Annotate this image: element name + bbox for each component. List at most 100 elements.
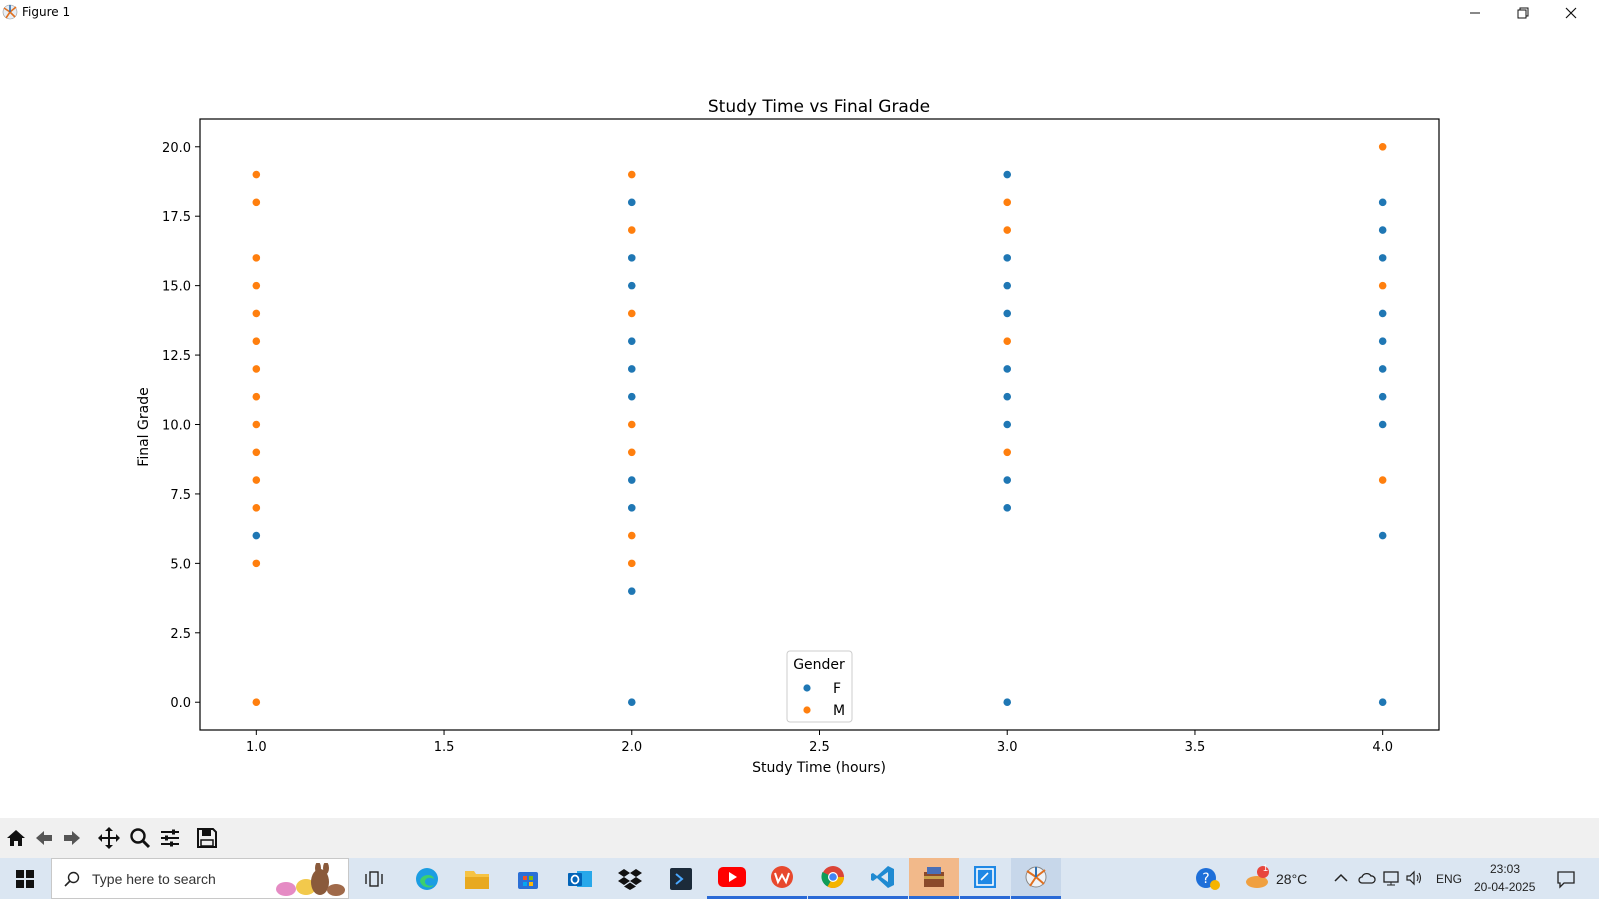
y-tick-label: 2.5 [170, 627, 191, 642]
data-point-f [627, 586, 637, 596]
pan-icon [98, 827, 120, 849]
data-point-m [627, 169, 637, 180]
legend-marker-m [802, 705, 812, 715]
clock-date[interactable]: 20-04-2025 [1474, 880, 1536, 894]
weather-icon[interactable] [1245, 864, 1273, 892]
taskbar-app-winrar[interactable] [909, 858, 959, 899]
help-icon[interactable]: ? [1195, 866, 1221, 892]
chevron-up-icon[interactable] [1334, 872, 1348, 884]
data-point-f [627, 503, 637, 513]
data-point-f [1002, 308, 1012, 319]
start-button[interactable] [0, 858, 50, 899]
data-point-m [251, 169, 261, 180]
wps-office-icon [771, 866, 793, 888]
pan-button[interactable] [96, 826, 122, 850]
weather-temp[interactable]: 28°C [1276, 871, 1308, 887]
data-point-m [251, 419, 261, 430]
window-title-bar: Figure 1 [0, 0, 1599, 26]
data-point-f [1378, 197, 1388, 207]
taskbar-app-explorer[interactable] [452, 858, 502, 899]
zoom-icon [130, 828, 151, 849]
scatter-points [251, 142, 1388, 707]
data-point-f [627, 364, 637, 374]
taskbar-app-dropbox[interactable] [605, 858, 655, 899]
legend-marker-f [802, 683, 812, 693]
notifications-icon[interactable] [1556, 869, 1576, 889]
x-tick-label: 2.5 [809, 740, 830, 755]
data-point-m [1378, 142, 1388, 152]
data-point-f [1002, 169, 1012, 180]
data-point-f [627, 392, 637, 402]
data-point-m [627, 308, 637, 319]
file-explorer-icon [465, 870, 489, 889]
forward-button[interactable] [59, 826, 85, 850]
chrome-icon [821, 866, 844, 888]
restore-button[interactable] [1499, 0, 1547, 26]
cloud-icon[interactable] [1358, 871, 1376, 885]
matplotlib-app-icon [2, 4, 18, 20]
home-button[interactable] [3, 826, 29, 850]
language-indicator[interactable]: ENG [1436, 872, 1463, 886]
search-placeholder: Type here to search [92, 871, 216, 887]
taskbar-app-outlook[interactable] [555, 858, 605, 899]
legend-label-m: M [833, 703, 845, 719]
back-button[interactable] [31, 826, 57, 850]
y-tick-label: 5.0 [170, 557, 191, 572]
weather-badge: 1 [1263, 863, 1269, 873]
taskbar-app-youtube[interactable] [707, 858, 757, 899]
data-point-f [1378, 364, 1388, 374]
x-tick-label: 1.5 [434, 740, 455, 755]
data-point-m [251, 197, 261, 207]
close-button[interactable] [1547, 0, 1595, 26]
data-point-m [251, 475, 261, 485]
windows-taskbar: Type here to search [0, 858, 1599, 899]
taskbar-app-wps[interactable] [757, 858, 807, 899]
taskbar-app-sandbox[interactable] [960, 858, 1010, 899]
data-point-m [251, 558, 261, 568]
forward-icon [64, 831, 80, 845]
data-point-m [251, 336, 261, 346]
taskbar-app-store[interactable] [503, 858, 553, 899]
taskview-button[interactable] [349, 858, 399, 899]
data-point-f [1002, 392, 1012, 402]
data-point-m [627, 530, 637, 541]
data-point-m [1002, 197, 1012, 207]
x-tick-label: 1.0 [246, 740, 267, 755]
x-tick-label: 2.0 [621, 740, 642, 755]
zoom-button[interactable] [127, 826, 153, 850]
data-point-f [1378, 336, 1388, 346]
minimize-button[interactable] [1451, 0, 1499, 26]
taskbar-app-chrome[interactable] [808, 858, 858, 899]
taskbar-search[interactable]: Type here to search [51, 858, 349, 899]
clock-time[interactable]: 23:03 [1490, 862, 1521, 876]
data-point-f [1002, 697, 1012, 707]
y-tick-label: 0.0 [170, 696, 191, 711]
y-axis: 0.0 2.5 5.0 7.5 10.0 12.5 15.0 17.5 20.0 [162, 141, 200, 711]
taskbar-app-powershell[interactable] [656, 858, 706, 899]
network-icon[interactable] [1382, 869, 1400, 887]
taskbar-app-matplotlib[interactable] [1011, 858, 1061, 899]
data-point-m [1002, 225, 1012, 235]
data-point-m [251, 392, 261, 402]
data-point-f [627, 336, 637, 346]
y-tick-label: 10.0 [162, 419, 191, 434]
plot-canvas[interactable]: Study Time vs Final Grade 1.0 1.5 2.0 2.5 3.… [0, 40, 1599, 800]
restore-icon [1517, 7, 1529, 19]
configure-button[interactable] [157, 826, 183, 850]
taskbar-app-edge[interactable] [402, 858, 452, 899]
speaker-icon[interactable] [1405, 869, 1423, 887]
data-point-f [1002, 475, 1012, 485]
data-point-m [1002, 336, 1012, 346]
window-title: Figure 1 [22, 5, 71, 19]
data-point-m [251, 253, 261, 263]
minimize-icon [1470, 12, 1480, 14]
data-point-m [1378, 475, 1388, 485]
save-button[interactable] [194, 826, 220, 850]
data-point-f [1378, 225, 1388, 235]
data-point-f [1378, 697, 1388, 707]
x-axis: 1.0 1.5 2.0 2.5 3.0 3.5 4.0 [246, 730, 1393, 755]
data-point-f [1378, 419, 1388, 430]
taskbar-app-vscode[interactable] [858, 858, 908, 899]
y-axis-label: Final Grade [136, 387, 152, 466]
y-tick-label: 17.5 [162, 210, 191, 225]
